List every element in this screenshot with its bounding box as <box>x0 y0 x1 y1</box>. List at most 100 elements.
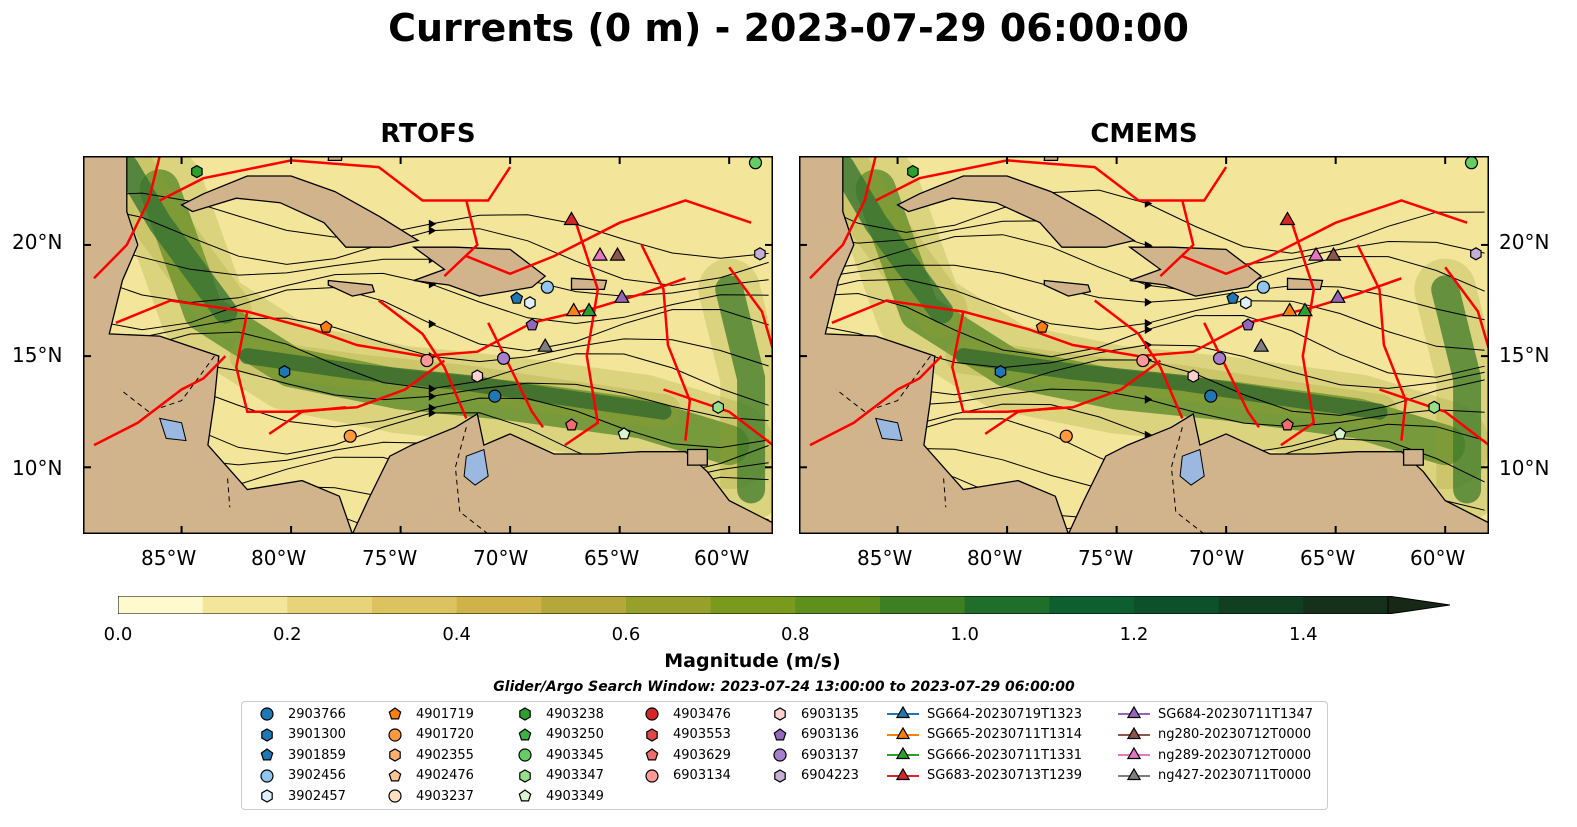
legend-marker <box>260 768 274 783</box>
observation-marker <box>1136 353 1150 368</box>
land-puerto-rico <box>1286 277 1324 291</box>
observation-marker <box>1226 291 1240 304</box>
colorbar-tick-label: 1.4 <box>1289 624 1318 645</box>
legend-item: 4901720 <box>382 726 474 744</box>
current-band-halo <box>945 338 1398 430</box>
legend-label: 4903347 <box>546 768 604 783</box>
observation-marker <box>994 365 1007 379</box>
streamline-arrow <box>1144 319 1153 328</box>
observation-marker <box>1281 302 1298 317</box>
eez-boundary <box>640 244 692 441</box>
observation-marker <box>1279 211 1296 226</box>
legend-item: 4903553 <box>639 726 731 744</box>
legend-label: SG684-20230711T1347 <box>1158 706 1314 722</box>
legend-marker <box>645 768 659 783</box>
observation-marker <box>712 400 725 414</box>
legend-label: SG664-20230719T1323 <box>927 706 1083 722</box>
eez-boundary <box>443 200 479 278</box>
panel-title-cmems: CMEMS <box>1090 119 1198 149</box>
eez-boundary <box>1444 266 1489 350</box>
colorbar-bin <box>1303 596 1389 614</box>
legend-item: 3901300 <box>254 726 346 744</box>
legend-label: SG666-20230711T1331 <box>927 747 1083 763</box>
lake-nicaragua <box>158 417 187 442</box>
legend-label: 4903349 <box>546 788 604 804</box>
eez-boundary <box>235 311 446 413</box>
legend-marker <box>646 727 658 742</box>
legend-item: 6903137 <box>767 746 859 764</box>
legend-marker-icon <box>518 789 532 802</box>
legend-item: 4903250 <box>512 726 604 744</box>
current-band <box>830 156 954 324</box>
legend-marker <box>388 768 402 781</box>
observation-marker <box>537 337 554 352</box>
colorbar-tick-label: 0.6 <box>611 624 641 645</box>
colorbar-tick-label: 0.2 <box>273 624 302 645</box>
legend-label: 4903237 <box>416 788 474 804</box>
lon-label-70w-cmems: 70°W <box>1189 546 1245 570</box>
land-cuba <box>896 175 1136 248</box>
legend-label: ng289-20230712T0000 <box>1158 747 1312 763</box>
current-band-halo <box>100 156 252 339</box>
legend-item: ng427-20230711T0000 <box>1118 767 1311 785</box>
observation-marker <box>748 156 763 170</box>
observation-marker <box>591 246 608 261</box>
map-frame <box>799 156 1489 534</box>
eez-boundary <box>377 299 468 419</box>
eez-boundary <box>1159 200 1195 278</box>
eez-boundary <box>728 266 773 350</box>
legend-label: 4903629 <box>673 747 731 763</box>
observation-marker <box>1035 320 1049 333</box>
search-window-text: Glider/Argo Search Window: 2023-07-24 13… <box>493 679 1075 695</box>
legend-item: 4903347 <box>512 767 604 785</box>
colorbar-tick-label: 1.2 <box>1119 624 1149 645</box>
legend-label: 4901720 <box>416 727 474 742</box>
legend-item: SG665-20230711T1314 <box>887 726 1082 744</box>
streamline-arrow <box>1144 298 1153 307</box>
legend-marker-icon <box>773 748 787 762</box>
eez-boundary <box>1356 244 1408 441</box>
legend-marker-icon <box>887 746 919 760</box>
legend-marker-icon <box>774 707 786 721</box>
colorbar-extend-arrow <box>1387 596 1450 614</box>
eez-boundary <box>465 199 752 276</box>
land-cuba <box>180 175 420 248</box>
legend-marker <box>518 727 532 740</box>
legend-marker <box>260 748 274 761</box>
legend-label: ng427-20230711T0000 <box>1158 768 1312 783</box>
observation-marker <box>1297 302 1313 317</box>
legend-marker <box>1126 705 1142 719</box>
map-panel-rtofs[interactable] <box>83 156 773 534</box>
observation-marker <box>1204 389 1218 403</box>
legend-marker-icon <box>645 707 659 721</box>
lon-label-85w-cmems: 85°W <box>857 546 913 570</box>
map-panel-cmems[interactable] <box>799 156 1489 534</box>
colorbar-bin <box>795 596 881 614</box>
legend-marker-icon <box>887 767 919 780</box>
legend-marker <box>895 746 911 760</box>
legend-marker-icon <box>519 768 531 783</box>
legend-label: 6903137 <box>801 747 859 763</box>
land-central-america <box>799 156 1070 534</box>
streamline-arrow <box>428 392 437 401</box>
legend-marker-icon <box>388 789 402 803</box>
lon-label-65w-rtofs: 65°W <box>584 546 640 570</box>
legend-marker <box>388 707 402 720</box>
lat-label-10n-right: 10°N <box>1499 456 1550 480</box>
lake-maracaibo <box>463 448 489 486</box>
observation-marker <box>191 164 203 179</box>
eez-boundary <box>663 388 773 447</box>
lon-label-65w-cmems: 65°W <box>1300 546 1356 570</box>
observation-marker <box>1253 337 1270 352</box>
observation-marker <box>540 280 554 294</box>
legend-marker-icon <box>260 748 274 761</box>
eez-boundary <box>809 156 877 280</box>
lat-label-10n-left: 10°N <box>12 456 63 480</box>
legend-item: 6903136 <box>767 726 859 744</box>
observation-marker <box>1464 156 1479 170</box>
legend-item: ng280-20230712T0000 <box>1118 726 1311 744</box>
observation-marker <box>1281 418 1294 431</box>
streamline-arrow <box>428 319 437 329</box>
colorbar-label: Magnitude (m/s) <box>664 650 841 672</box>
observation-marker <box>1059 429 1073 443</box>
